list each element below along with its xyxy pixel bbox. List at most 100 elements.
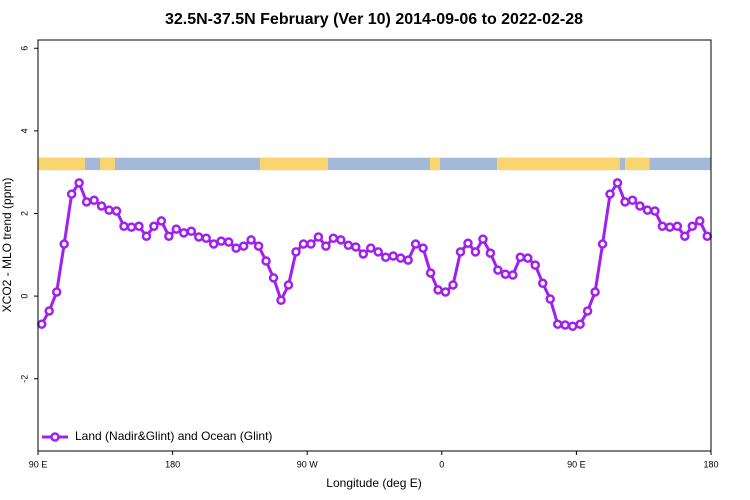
data-point <box>164 231 174 241</box>
y-tick-label: 4 <box>19 128 29 133</box>
data-point <box>358 249 369 259</box>
data-point <box>119 221 129 232</box>
y-axis-label: XCO2 - MLO trend (ppm) <box>0 178 14 313</box>
data-point <box>313 232 324 242</box>
y-tick-label: 0 <box>19 294 29 299</box>
data-point <box>223 237 234 247</box>
data-point <box>515 252 526 263</box>
data-point <box>336 235 346 245</box>
data-point <box>134 221 144 232</box>
data-point <box>470 247 481 257</box>
data-point <box>665 222 675 232</box>
data-point <box>89 195 99 206</box>
data-point <box>552 319 563 329</box>
data-point <box>179 228 189 238</box>
data-point <box>208 239 219 249</box>
land-band <box>625 157 650 171</box>
data-point <box>433 285 443 295</box>
data-point <box>657 221 668 232</box>
data-point <box>575 319 585 329</box>
data-point <box>680 231 690 241</box>
data-point <box>597 239 608 249</box>
data-point <box>395 253 406 263</box>
data-point <box>283 280 294 290</box>
data-point <box>590 287 600 297</box>
data-point <box>261 256 271 266</box>
data-point <box>373 247 383 257</box>
data-point <box>51 287 62 297</box>
data-point <box>366 243 376 253</box>
data-point <box>246 235 256 245</box>
land-band <box>100 157 116 171</box>
x-tick-label: 0 <box>439 459 444 469</box>
data-point <box>508 270 518 280</box>
data-point <box>478 234 488 244</box>
data-point <box>418 243 428 253</box>
data-point <box>81 197 92 207</box>
data-point <box>687 221 698 232</box>
data-point <box>156 216 167 226</box>
data-point <box>298 239 309 249</box>
data-point <box>448 280 458 290</box>
data-point <box>66 189 77 199</box>
data-point <box>582 306 593 316</box>
data-point <box>104 205 114 215</box>
data-point <box>425 268 436 278</box>
chart-title: 32.5N-37.5N February (Ver 10) 2014-09-06… <box>165 11 583 28</box>
data-point <box>440 287 451 297</box>
legend-label: Land (Nadir&Glint) and Ocean (Glint) <box>75 429 272 443</box>
x-tick-label: 180 <box>165 459 180 469</box>
data-point <box>388 251 398 261</box>
land-band <box>429 157 441 171</box>
data-point <box>343 240 354 251</box>
x-axis-label: Longitude (deg E) <box>326 476 421 490</box>
plot-frame <box>37 39 712 452</box>
data-point <box>201 233 211 244</box>
data-point <box>523 253 533 263</box>
data-point <box>493 265 503 275</box>
data-point <box>111 206 122 216</box>
data-point <box>672 221 683 232</box>
data-point <box>59 239 69 249</box>
data-point <box>149 221 159 232</box>
data-point <box>642 205 653 215</box>
data-point <box>695 216 705 226</box>
data-point <box>620 197 630 207</box>
data-point <box>627 195 638 206</box>
x-tick-label: 90 E <box>567 459 586 469</box>
x-tick-label: 90 W <box>297 459 319 469</box>
data-point <box>530 260 541 270</box>
data-point <box>194 232 204 242</box>
data-point <box>238 241 249 251</box>
data-point <box>410 239 421 249</box>
data-point <box>268 273 279 283</box>
data-point <box>36 319 47 329</box>
y-tick-label: 6 <box>19 46 29 51</box>
data-point <box>351 242 361 252</box>
y-tick-label: 2 <box>19 211 29 216</box>
data-point <box>291 247 301 257</box>
data-point <box>567 321 578 332</box>
x-tick-label: 180 <box>703 459 718 469</box>
data-point <box>253 241 264 251</box>
data-point <box>171 224 182 234</box>
data-point <box>463 238 473 248</box>
y-tick-label: -2 <box>19 375 29 383</box>
land-band <box>38 157 85 171</box>
x-tick-label: 90 E <box>29 459 48 469</box>
data-point <box>403 255 413 265</box>
data-point <box>380 252 391 263</box>
data-point <box>545 294 555 304</box>
data-point <box>650 206 660 216</box>
data-point <box>74 178 84 188</box>
data-point <box>216 236 226 246</box>
data-point <box>328 233 339 244</box>
data-point <box>500 269 511 279</box>
data-point <box>231 243 241 253</box>
data-point <box>276 295 286 305</box>
data-point <box>560 320 570 330</box>
data-point <box>605 189 615 199</box>
data-point <box>96 201 107 211</box>
legend-marker <box>50 432 60 442</box>
